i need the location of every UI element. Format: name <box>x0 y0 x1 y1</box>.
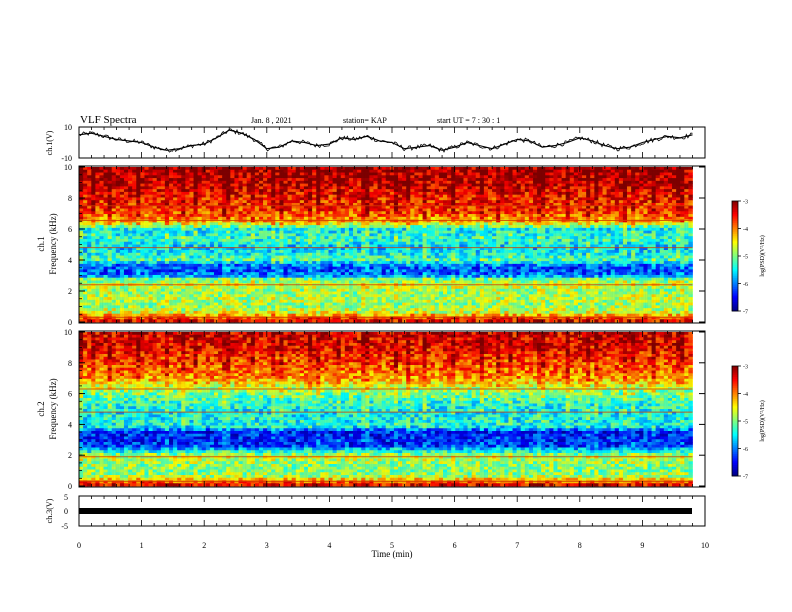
ch1-waveform-panel: 10 -10 ch.1(V) <box>45 123 706 163</box>
start-ut-label: start UT = 7 : 30 : 1 <box>437 116 500 125</box>
ch1-waveform-ytick-bottom: -10 <box>61 154 72 163</box>
date-label: Jan. 8 , 2021 <box>251 116 292 125</box>
ch1-waveform-ylabel: ch.1(V) <box>45 130 54 155</box>
figure-title: VLF Spectra <box>80 114 137 126</box>
ch1-waveform-trace <box>78 129 693 151</box>
ch1-waveform-ytick-top: 10 <box>64 123 72 132</box>
station-label: station= KAP <box>343 116 387 125</box>
ch1-waveform-noise-trace <box>78 128 693 153</box>
